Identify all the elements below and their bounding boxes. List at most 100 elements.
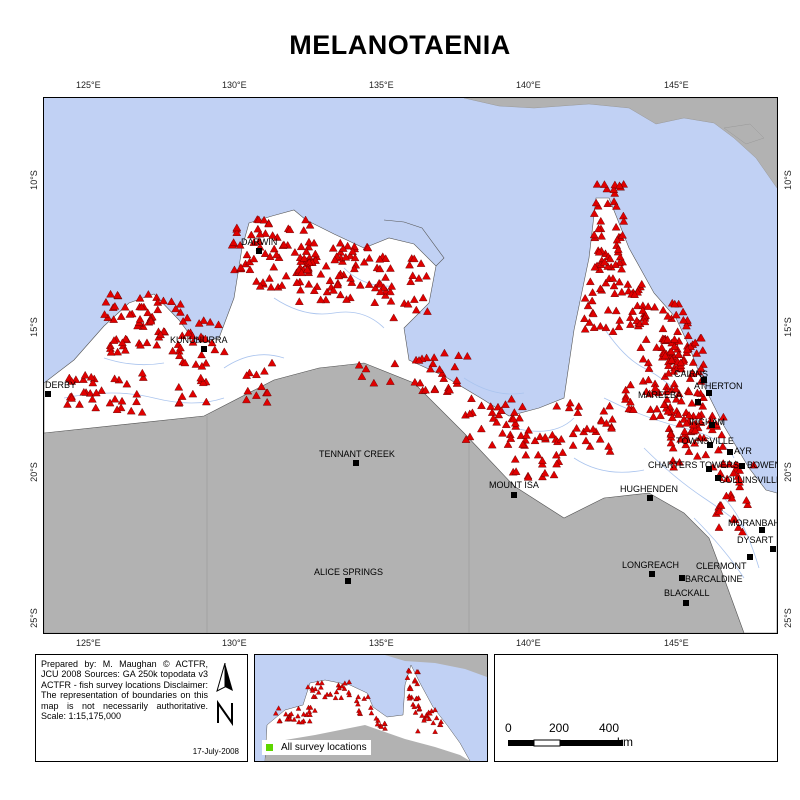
survey-marker <box>698 401 708 410</box>
inset-survey-marker <box>310 693 317 699</box>
survey-marker <box>159 296 168 305</box>
survey-marker <box>249 254 259 263</box>
credits-text: Prepared by: M. Maughan © ACTFR, JCU 200… <box>41 659 208 722</box>
town-label-darwin: DARWIN <box>241 237 278 247</box>
gulf-coastline <box>383 219 445 267</box>
survey-marker <box>510 408 519 416</box>
inset-survey-marker <box>306 708 313 714</box>
survey-marker <box>540 432 550 441</box>
survey-marker <box>668 456 678 464</box>
survey-marker <box>607 415 617 423</box>
survey-marker <box>688 358 698 366</box>
survey-marker <box>445 385 454 394</box>
survey-marker <box>612 202 621 210</box>
survey-marker <box>345 251 355 260</box>
survey-marker <box>85 389 95 397</box>
survey-marker <box>219 347 229 356</box>
inset-survey-markers <box>273 667 444 734</box>
lon-tick-bottom-125: 125°E <box>76 638 101 648</box>
town-marker-icon <box>739 463 745 469</box>
survey-marker <box>343 241 352 250</box>
survey-marker <box>301 215 310 224</box>
town-label-clermont: CLERMONT <box>696 561 747 571</box>
survey-marker <box>664 368 673 377</box>
survey-marker <box>463 351 472 360</box>
survey-marker <box>609 185 619 193</box>
survey-marker <box>621 385 631 394</box>
inset-survey-marker <box>413 695 420 701</box>
survey-marker <box>381 254 391 262</box>
survey-marker <box>299 254 309 262</box>
survey-marker <box>235 240 245 249</box>
inset-map[interactable]: All survey locations <box>254 654 488 762</box>
survey-marker <box>506 434 516 442</box>
survey-marker <box>666 430 676 438</box>
inset-survey-marker <box>419 712 425 718</box>
survey-region-land <box>44 197 777 633</box>
credits-panel: Prepared by: M. Maughan © ACTFR, JCU 200… <box>35 654 248 762</box>
survey-marker <box>604 442 613 450</box>
town-marker-icon <box>201 346 207 352</box>
survey-marker <box>386 296 396 305</box>
survey-marker <box>588 424 598 433</box>
survey-marker <box>673 327 682 335</box>
survey-marker <box>580 293 590 302</box>
survey-marker <box>302 247 311 255</box>
survey-marker <box>405 260 414 269</box>
survey-marker <box>176 343 185 352</box>
inset-survey-marker <box>414 681 421 687</box>
survey-marker <box>503 440 513 448</box>
survey-marker <box>611 306 621 315</box>
survey-marker <box>144 290 153 298</box>
survey-marker <box>628 307 637 315</box>
survey-marker <box>88 394 97 403</box>
inset-survey-marker <box>368 710 375 716</box>
scale-label-400: 400 <box>599 721 620 735</box>
survey-marker <box>260 366 269 375</box>
town-markers <box>45 248 776 606</box>
survey-marker <box>679 315 688 324</box>
survey-marker <box>430 385 440 394</box>
lat-tick-right-15: 15°S <box>782 317 793 337</box>
survey-marker <box>354 360 364 369</box>
main-map[interactable]: DARWIN KUNUNURRA DERBY TENNANT CREEK ALI… <box>43 97 778 634</box>
inset-survey-marker <box>432 707 438 712</box>
survey-marker <box>201 334 210 343</box>
survey-marker <box>595 434 605 443</box>
survey-marker <box>610 189 620 197</box>
survey-marker <box>509 414 518 423</box>
survey-marker <box>196 332 206 341</box>
survey-marker <box>91 403 101 412</box>
survey-marker <box>101 297 111 306</box>
survey-marker <box>714 507 724 515</box>
survey-marker <box>671 384 681 393</box>
survey-marker <box>676 434 685 443</box>
survey-marker <box>626 320 635 328</box>
survey-marker <box>385 287 395 296</box>
survey-marker <box>253 224 263 233</box>
inset-survey-marker <box>341 685 348 691</box>
survey-marker <box>197 350 206 359</box>
inset-survey-marker <box>338 694 344 700</box>
survey-marker <box>254 237 264 245</box>
survey-marker <box>177 392 187 400</box>
survey-marker <box>615 316 625 324</box>
survey-marker <box>494 410 504 419</box>
survey-marker <box>167 297 176 305</box>
survey-marker <box>325 276 335 285</box>
survey-marker <box>669 462 679 471</box>
survey-marker <box>67 377 77 385</box>
survey-marker <box>252 391 261 399</box>
survey-marker <box>518 402 527 411</box>
survey-marker <box>341 252 351 261</box>
survey-marker <box>477 424 486 433</box>
survey-marker <box>658 305 668 314</box>
town-marker-icon <box>706 390 712 396</box>
survey-marker <box>390 359 400 368</box>
lon-tick-top-125: 125°E <box>76 80 101 90</box>
survey-marker <box>618 230 627 239</box>
inset-survey-marker <box>368 704 374 710</box>
survey-marker <box>309 238 319 247</box>
survey-marker <box>694 411 704 420</box>
survey-marker <box>666 438 676 447</box>
